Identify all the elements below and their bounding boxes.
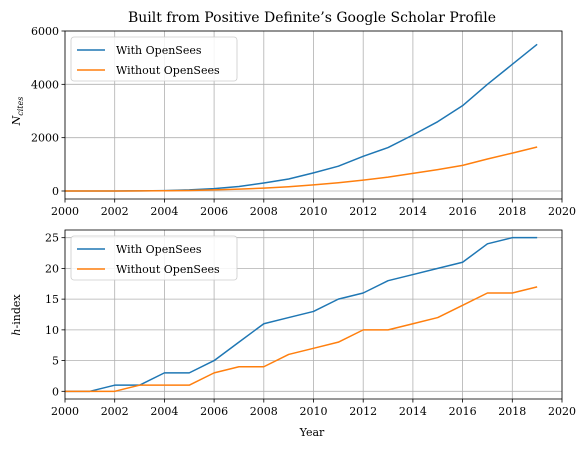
legend-label: Without OpenSees	[116, 263, 220, 276]
y-axis-label-main: N	[10, 115, 23, 126]
y-tick-label: 20	[45, 262, 59, 275]
y-tick-label: 2000	[31, 132, 59, 145]
x-tick-label: 2008	[250, 205, 278, 218]
chart-title: Built from Positive Definite’s Google Sc…	[128, 10, 496, 26]
x-axis-label: Year	[299, 426, 325, 439]
h-index-panel: 2000 2002 2004 2006 2008 2010 2012 2014 2016 2018…	[45, 229, 576, 418]
x-tick-label: 2016	[449, 405, 477, 418]
legend-label: With OpenSees	[116, 44, 202, 57]
y-tick-label: 25	[45, 232, 59, 245]
x-tick-label: 2020	[548, 405, 576, 418]
x-tick-label: 2018	[498, 205, 526, 218]
series-line-with-opensees	[65, 236, 538, 393]
x-tick-label: 2002	[101, 405, 129, 418]
legend-box	[70, 36, 238, 82]
legend: With OpenSees Without OpenSees	[70, 36, 238, 82]
y-tick-label: 15	[45, 293, 59, 306]
x-tick-label: 2008	[250, 405, 278, 418]
y-tick-label: 0	[52, 385, 59, 398]
x-tick-label: 2010	[300, 405, 328, 418]
y-tick-label: 6000	[31, 25, 59, 38]
x-tick-label: 2006	[200, 405, 228, 418]
x-tick-label: 2016	[449, 205, 477, 218]
y-axis-label-cites: Ncites	[10, 97, 25, 127]
x-tick-label: 2012	[349, 405, 377, 418]
y-axis-label-main: h	[10, 328, 23, 335]
x-tick-label: 2006	[200, 205, 228, 218]
x-tick-label: 2014	[399, 205, 427, 218]
legend: With OpenSees Without OpenSees	[70, 235, 238, 281]
x-tick-label: 2014	[399, 405, 427, 418]
series-line-without-opensees	[65, 286, 538, 393]
y-axis-label-rest: -index	[10, 294, 23, 329]
y-axis-label-sub: cites	[16, 97, 25, 116]
y-tick-label: 4000	[31, 78, 59, 91]
x-tick-label: 2002	[101, 205, 129, 218]
x-tick-label: 2010	[300, 205, 328, 218]
series-line-without-opensees	[65, 146, 538, 192]
x-tick-label: 2020	[548, 205, 576, 218]
legend-box	[70, 235, 238, 281]
x-tick-label: 2004	[150, 405, 178, 418]
x-tick-label: 2012	[349, 205, 377, 218]
legend-label: With OpenSees	[116, 243, 202, 256]
y-axis-label-h-index: h-index	[10, 294, 23, 336]
y-tick-label: 10	[45, 324, 59, 337]
x-tick-label: 2000	[51, 205, 79, 218]
legend-label: Without OpenSees	[116, 64, 220, 77]
y-tick-label: 0	[52, 185, 59, 198]
x-tick-label: 2004	[150, 205, 178, 218]
cites-panel: 2000 2002 2004 2006 2008 2010 2012 2014 2016 2018…	[31, 25, 576, 218]
x-tick-label: 2000	[51, 405, 79, 418]
x-tick-label: 2018	[498, 405, 526, 418]
y-tick-label: 5	[52, 355, 59, 368]
